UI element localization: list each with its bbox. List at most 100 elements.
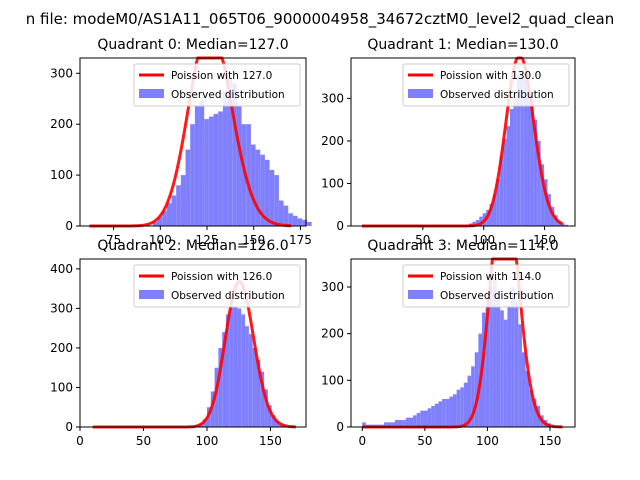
- histogram-bar: [278, 200, 284, 226]
- y-tick-label: 300: [321, 280, 344, 294]
- histogram-bar: [525, 371, 530, 427]
- histogram-bar: [402, 420, 406, 427]
- x-tick-label: 75: [106, 233, 121, 247]
- histogram-bar: [387, 422, 392, 427]
- axes-frame: [79, 57, 307, 227]
- subplot-quadrant-1: 50 100 150 0 100 200 300 Quadrant 1: Median=130…: [321, 37, 576, 247]
- x-tick-label: 150: [539, 434, 562, 448]
- histogram-bar: [246, 124, 251, 226]
- subplot-quadrant-2: 0 50 100 150 0 100 200 300 400 Quadrant 2: Median…: [50, 238, 307, 448]
- axes-frame: [350, 57, 576, 227]
- histogram-bar: [479, 216, 483, 226]
- x-tick-label: 50: [415, 233, 430, 247]
- histogram-bar: [297, 218, 303, 226]
- histogram-bar: [302, 219, 307, 226]
- histogram-bar: [489, 203, 493, 226]
- histogram-bar: [452, 394, 457, 427]
- histogram-bar: [503, 138, 507, 226]
- histogram-bar: [499, 155, 504, 226]
- subplot-quadrant-3: 0 50 100 150 0 100 200 300 Quadrant 3: Median=11…: [321, 238, 576, 448]
- histogram-bar: [485, 303, 490, 427]
- legend-label-poisson: Poission with 126.0: [171, 271, 272, 283]
- histogram-bar: [475, 220, 480, 226]
- histogram-bar: [232, 83, 237, 226]
- subplot-title: Quadrant 2: Median=126.0: [97, 238, 288, 254]
- legend-box: [402, 264, 570, 308]
- histogram-bar: [292, 215, 298, 226]
- histogram-bar: [523, 77, 528, 226]
- legend: Poission with 126.0 Observed distribution: [133, 264, 301, 308]
- histogram-bar: [516, 75, 521, 226]
- histogram-bar: [532, 399, 537, 427]
- histogram-bar: [275, 421, 280, 427]
- legend-label-observed: Observed distribution: [171, 290, 285, 302]
- histogram-bar: [423, 410, 428, 427]
- histogram-bar: [283, 205, 289, 226]
- y-tick-label: 400: [50, 262, 73, 276]
- histogram-bar: [561, 223, 565, 226]
- histogram-bar: [218, 347, 223, 427]
- histogram-bar: [250, 144, 256, 226]
- histogram-bar: [252, 347, 257, 427]
- legend-label-observed: Observed distribution: [440, 89, 554, 101]
- histogram-bar: [248, 334, 253, 427]
- x-tick-label: 125: [196, 233, 219, 247]
- histogram-bar: [269, 170, 275, 226]
- histogram-bar: [236, 106, 242, 226]
- histogram-bar: [260, 371, 265, 427]
- legend-patch-swatch: [139, 290, 164, 299]
- histogram-bar: [492, 277, 497, 427]
- histogram-bar: [210, 391, 215, 427]
- subplot-grid: 75 100 125 150 175 0 100 200 300 Quadrant 0: Medi…: [50, 37, 576, 448]
- histogram-bar: [496, 296, 501, 427]
- x-tick-label: 50: [417, 434, 432, 448]
- x-tick-label: 150: [533, 233, 556, 247]
- histogram-bar: [398, 420, 403, 427]
- histogram-bar: [513, 94, 517, 227]
- legend: Poission with 114.0 Observed distribution: [402, 264, 570, 308]
- histogram-bar: [416, 413, 421, 427]
- x-tick-label: 100: [196, 434, 219, 448]
- histogram-bar: [507, 305, 512, 427]
- histogram-bar: [180, 175, 186, 226]
- legend: Poission with 127.0 Observed distribution: [133, 63, 301, 107]
- y-tick-label: 200: [321, 134, 344, 148]
- histogram-bar: [218, 111, 223, 226]
- legend-label-poisson: Poission with 130.0: [440, 70, 541, 82]
- histogram-bar: [229, 306, 234, 427]
- axes-frame: [79, 258, 307, 428]
- y-tick-label: 200: [50, 341, 73, 355]
- x-tick-label: 150: [242, 233, 265, 247]
- y-tick-label: 0: [65, 420, 73, 434]
- histogram-bar: [434, 403, 439, 427]
- histogram-bar: [544, 179, 548, 226]
- histogram-bar: [509, 109, 514, 226]
- histogram-bar: [489, 287, 493, 427]
- histogram-bar: [237, 308, 242, 427]
- legend-patch-swatch: [408, 89, 433, 98]
- histogram-bar: [264, 159, 270, 226]
- histogram-bar: [467, 375, 472, 427]
- histogram-bar: [306, 221, 312, 226]
- legend-box: [133, 264, 301, 308]
- histogram-bar: [176, 185, 181, 226]
- histogram-bar: [409, 417, 414, 427]
- histogram-bar: [241, 314, 246, 427]
- histogram-bar: [227, 78, 233, 226]
- x-tick-label: 50: [136, 434, 151, 448]
- histogram-bar: [506, 126, 510, 226]
- x-tick-label: 0: [358, 434, 366, 448]
- legend-label-poisson: Poission with 114.0: [440, 271, 541, 283]
- histogram-bar: [456, 389, 461, 427]
- histogram-bar: [405, 417, 410, 427]
- histogram-bar: [288, 213, 293, 226]
- histogram-bar: [442, 399, 446, 427]
- histogram-bar: [564, 224, 568, 226]
- histogram-bar: [190, 124, 195, 226]
- histogram-bar: [157, 216, 163, 226]
- histogram-bar: [279, 425, 284, 427]
- histogram-bar: [413, 415, 417, 427]
- histogram-bar: [152, 221, 158, 226]
- histogram-bar: [518, 324, 522, 427]
